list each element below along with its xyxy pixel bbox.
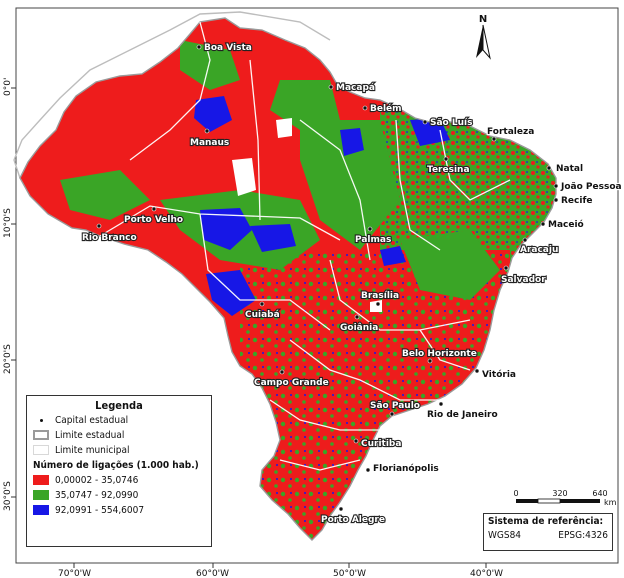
legend-classes-title: Número de ligações (1.000 hab.): [33, 460, 199, 471]
reference-datum: WGS84: [488, 530, 522, 541]
svg-text:Salvador: Salvador: [501, 275, 546, 285]
city-goiania: Goiânia: [339, 314, 379, 334]
svg-text:Rio de Janeiro: Rio de Janeiro: [427, 410, 498, 420]
svg-text:Cuiabá: Cuiabá: [245, 310, 280, 320]
svg-text:Fortaleza: Fortaleza: [487, 127, 534, 137]
svg-text:Aracaju: Aracaju: [520, 245, 558, 255]
svg-text:Belo Horizonte: Belo Horizonte: [402, 349, 477, 359]
svg-text:Manaus: Manaus: [190, 138, 229, 148]
city-teresina: Teresina: [426, 156, 471, 176]
svg-text:Maceió: Maceió: [548, 219, 584, 230]
city-joao-pessoa: João Pessoa: [553, 181, 623, 193]
city-belem: Belém: [362, 102, 403, 115]
city-sao-paulo: São Paulo: [369, 400, 421, 417]
tick-y-10s: 10°0'S: [3, 208, 13, 238]
svg-text:Macapá: Macapá: [336, 83, 375, 93]
svg-text:São Luís: São Luís: [430, 118, 472, 128]
city-brasilia: Brasília: [360, 290, 400, 307]
legend-state-limit: Limite estadual: [33, 428, 205, 442]
axis-x: 70°0'W 60°0'W 50°0'W 40°0'W: [58, 563, 503, 578]
north-label: N: [479, 14, 487, 25]
legend-class-1: 0,00002 - 35,0746: [33, 473, 205, 487]
svg-text:Rio Branco: Rio Branco: [82, 233, 137, 243]
capital-markers: Boa Vista Macapá Belém Manaus São Luís F…: [81, 42, 623, 526]
svg-text:Teresina: Teresina: [427, 165, 470, 175]
city-rio-branco: Rio Branco: [81, 223, 138, 244]
city-natal: Natal: [546, 163, 584, 175]
city-cuiaba: Cuiabá: [244, 301, 281, 321]
city-campo-grande: Campo Grande: [253, 369, 330, 389]
legend-municipal-limit: Limite municipal: [33, 443, 205, 457]
class-1-swatch: [33, 475, 49, 485]
svg-text:Boa Vista: Boa Vista: [204, 43, 252, 53]
scale-tick-0: 0: [513, 489, 518, 498]
city-salvador: Salvador: [500, 265, 547, 286]
capital-dot-icon: [33, 415, 49, 425]
svg-text:Recife: Recife: [561, 196, 592, 206]
reference-system-box: Sistema de referência: WGS84 EPSG:4326: [483, 513, 613, 551]
scale-tick-640: 640: [592, 489, 607, 498]
municipal-limit-swatch: [33, 445, 49, 455]
legend-class-2: 35,0747 - 92,0990: [33, 488, 205, 502]
svg-text:João Pessoa: João Pessoa: [560, 182, 622, 192]
city-belo-horizonte: Belo Horizonte: [401, 348, 478, 364]
tick-x-60w: 60°0'W: [196, 569, 229, 578]
reference-title: Sistema de referência:: [488, 516, 604, 527]
scale-bar: 0 320 640 km: [508, 488, 618, 512]
legend-title: Legenda: [95, 399, 143, 412]
legend: Legenda Capital estadual Limite estadual…: [26, 395, 212, 547]
svg-text:Curitiba: Curitiba: [361, 439, 401, 449]
svg-text:Porto Alegre: Porto Alegre: [321, 515, 385, 525]
city-manaus: Manaus: [189, 128, 230, 149]
svg-text:Porto Velho: Porto Velho: [124, 215, 183, 225]
map-border: [15, 7, 619, 564]
svg-text:Vitória: Vitória: [482, 369, 516, 380]
legend-capital: Capital estadual: [33, 413, 205, 427]
city-recife: Recife: [553, 195, 594, 207]
state-limit-swatch: [33, 430, 49, 440]
neighbour-boundary: [13, 11, 331, 179]
legend-class-3: 92,0991 - 554,6007: [33, 503, 205, 517]
city-porto-alegre: Porto Alegre: [320, 506, 386, 526]
tick-y-0: 0°0': [3, 78, 13, 96]
scale-tick-320: 320: [552, 489, 567, 498]
svg-text:Palmas: Palmas: [355, 235, 391, 245]
svg-text:Goiânia: Goiânia: [340, 323, 378, 333]
tick-x-40w: 40°0'W: [470, 569, 503, 578]
city-vitoria: Vitória: [474, 368, 517, 381]
state-limits: [99, 21, 511, 471]
scale-unit: km: [604, 498, 617, 507]
tick-x-70w: 70°0'W: [58, 569, 91, 578]
svg-text:Brasília: Brasília: [361, 291, 399, 301]
reference-code: EPSG:4326: [558, 530, 608, 541]
svg-text:Belém: Belém: [370, 103, 402, 114]
city-porto-velho: Porto Velho: [123, 206, 184, 226]
svg-text:São Paulo: São Paulo: [370, 401, 420, 411]
class-3-swatch: [33, 505, 49, 515]
city-rio-de-janeiro: Rio de Janeiro: [426, 401, 499, 421]
tick-y-30s: 30°0'S: [3, 481, 13, 511]
svg-text:Campo Grande: Campo Grande: [254, 378, 329, 388]
class-2-swatch: [33, 490, 49, 500]
city-aracaju: Aracaju: [519, 237, 559, 256]
city-macapa: Macapá: [328, 82, 376, 94]
city-boa-vista: Boa Vista: [196, 42, 253, 54]
city-fortaleza: Fortaleza: [486, 126, 535, 142]
tick-x-50w: 50°0'W: [333, 569, 366, 578]
city-palmas: Palmas: [354, 226, 392, 246]
city-curitiba: Curitiba: [353, 438, 403, 450]
city-sao-luis: São Luís: [422, 117, 474, 129]
north-arrow: N: [472, 12, 494, 62]
city-florianopolis: Florianópolis: [365, 462, 440, 475]
svg-text:Florianópolis: Florianópolis: [373, 463, 439, 474]
city-maceio: Maceió: [540, 218, 585, 231]
tick-y-20s: 20°0'S: [3, 344, 13, 374]
axis-y: 0°0' 10°0'S 20°0'S 30°0'S: [3, 78, 16, 511]
svg-text:Natal: Natal: [556, 164, 583, 174]
